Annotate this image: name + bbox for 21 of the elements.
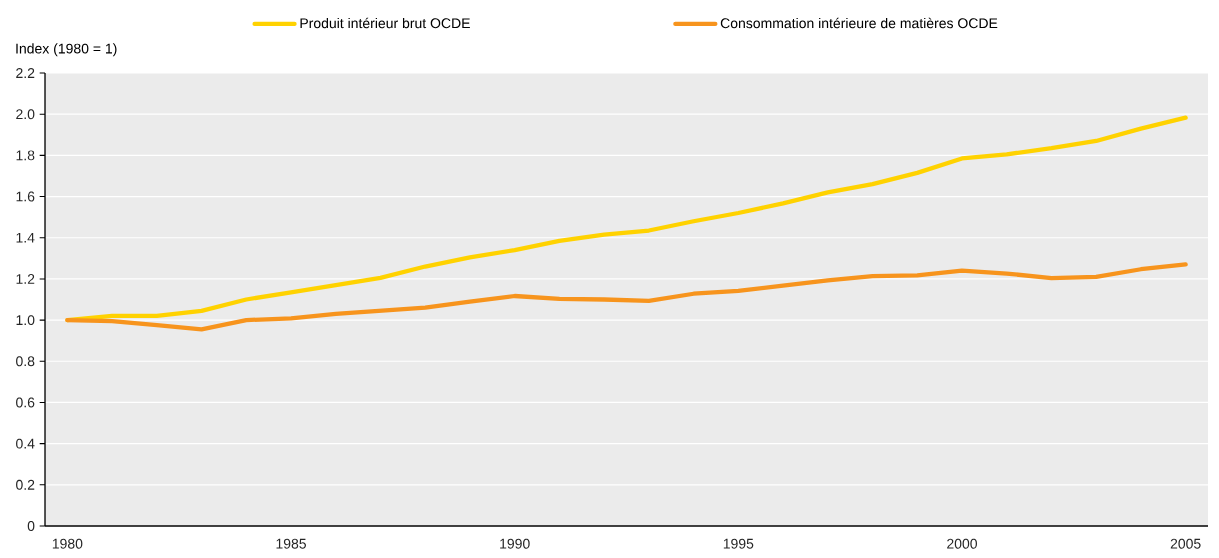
x-tick-label: 2005 — [1170, 538, 1201, 549]
y-tick-label: 0.8 — [16, 356, 35, 367]
y-axis-title: Index (1980 = 1) — [16, 43, 117, 57]
legend-label: Produit intérieur brut OCDE — [300, 17, 470, 29]
y-tick-label: 1.6 — [16, 191, 35, 202]
y-tick-label: 0.6 — [16, 397, 35, 408]
y-tick-label: 2.0 — [16, 109, 35, 120]
y-tick-label: 0.2 — [16, 479, 35, 490]
legend-label: Consommation intérieure de matières OCDE — [720, 17, 998, 29]
y-tick-label: 1.8 — [16, 150, 35, 161]
x-tick-label: 1990 — [500, 538, 530, 549]
y-tick-label: 2.2 — [16, 68, 35, 78]
y-tick-label: 0 — [27, 521, 35, 531]
x-tick-label: 1980 — [52, 538, 83, 549]
y-tick-label: 1.4 — [16, 232, 35, 243]
y-tick-label: 1.0 — [16, 315, 35, 326]
y-tick-label: 1.2 — [16, 274, 35, 284]
x-tick-label: 2000 — [947, 538, 977, 549]
x-tick-label: 1995 — [723, 538, 754, 549]
y-tick-label: 0.4 — [16, 438, 35, 449]
x-tick-label: 1985 — [276, 538, 306, 549]
